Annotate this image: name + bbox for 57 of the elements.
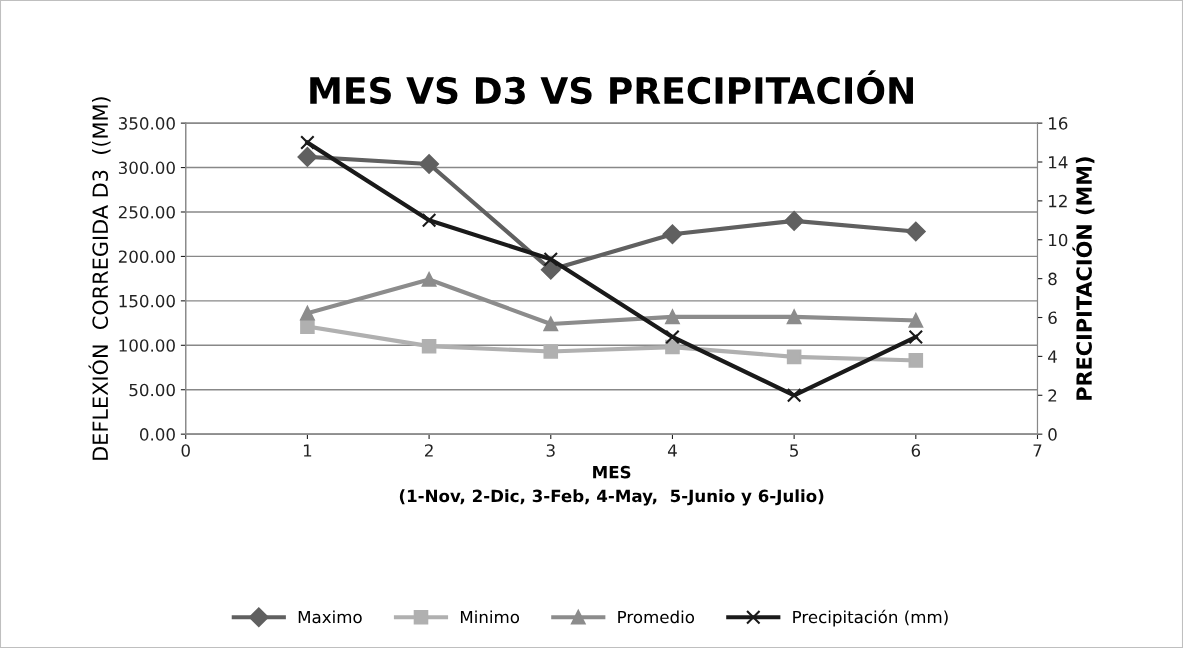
- y-tick-label: 300.00: [118, 161, 175, 175]
- point: [908, 353, 924, 368]
- y-axis-title: DEFLEXIÓN CORREGIDA D3 ((MM): [88, 97, 111, 460]
- point: [540, 259, 561, 280]
- point: [297, 147, 318, 167]
- point: [543, 344, 559, 359]
- x-tick-label: 3: [546, 444, 555, 457]
- point: [543, 316, 559, 332]
- legend-label: Precipitación (mm): [793, 609, 948, 627]
- point: [784, 211, 805, 231]
- legend-label: Promedio: [618, 610, 695, 624]
- legend-label: Maximo: [298, 610, 362, 624]
- x-tick-label: 0: [181, 444, 190, 457]
- point: [300, 135, 315, 150]
- point: [786, 309, 802, 325]
- y-tick-label: 100.00: [119, 339, 175, 352]
- x-axis-title: MES (1-Nov, 2-Dic, 3-Feb, 4-May, 5-Junio y 6-Julio): [399, 465, 824, 506]
- y-tick-label: 200.00: [118, 250, 175, 263]
- point: [905, 221, 926, 242]
- y2-tick-label: 8: [1048, 272, 1057, 286]
- x-tick-label: 1: [303, 444, 312, 457]
- point: [908, 313, 924, 328]
- y2-tick-label: 14: [1049, 156, 1068, 169]
- legend-label: Minimo: [460, 610, 520, 624]
- point: [665, 309, 680, 325]
- y2-tick-label: 6: [1048, 311, 1057, 325]
- y-tick-label: 0.00: [140, 428, 175, 441]
- point: [665, 339, 680, 355]
- point: [908, 329, 924, 345]
- x-tick-label: 4: [667, 444, 677, 457]
- point: [786, 349, 802, 365]
- point: [300, 319, 315, 334]
- y-tick-label: 50.00: [129, 383, 175, 397]
- point: [419, 154, 439, 174]
- y2-axis-title: PRECIPITACIÓN (MM): [1072, 157, 1095, 400]
- x-tick-label: 6: [911, 444, 921, 457]
- y-tick-label: 350.00: [118, 117, 175, 130]
- y-tick-label: 150.00: [119, 294, 175, 308]
- y2-tick-label: 0: [1048, 428, 1057, 441]
- y2-tick-label: 2: [1048, 389, 1057, 402]
- y2-tick-label: 16: [1049, 117, 1068, 130]
- y2-tick-label: 12: [1049, 194, 1067, 208]
- point: [665, 329, 680, 345]
- x-tick-label: 7: [1033, 444, 1042, 457]
- point: [300, 306, 315, 321]
- point: [543, 251, 559, 267]
- y2-tick-label: 4: [1048, 350, 1057, 363]
- point: [786, 387, 802, 403]
- point: [421, 338, 437, 354]
- point: [662, 224, 683, 245]
- x-tick-label: 2: [425, 444, 433, 457]
- point: [421, 272, 437, 287]
- y-tick-label: 250.00: [118, 205, 175, 219]
- x-tick-label: 5: [790, 444, 798, 457]
- y2-tick-label: 10: [1049, 233, 1068, 247]
- point: [421, 213, 437, 228]
- chart-title: MES VS D3 VS PRECIPITACIÓN: [310, 70, 913, 105]
